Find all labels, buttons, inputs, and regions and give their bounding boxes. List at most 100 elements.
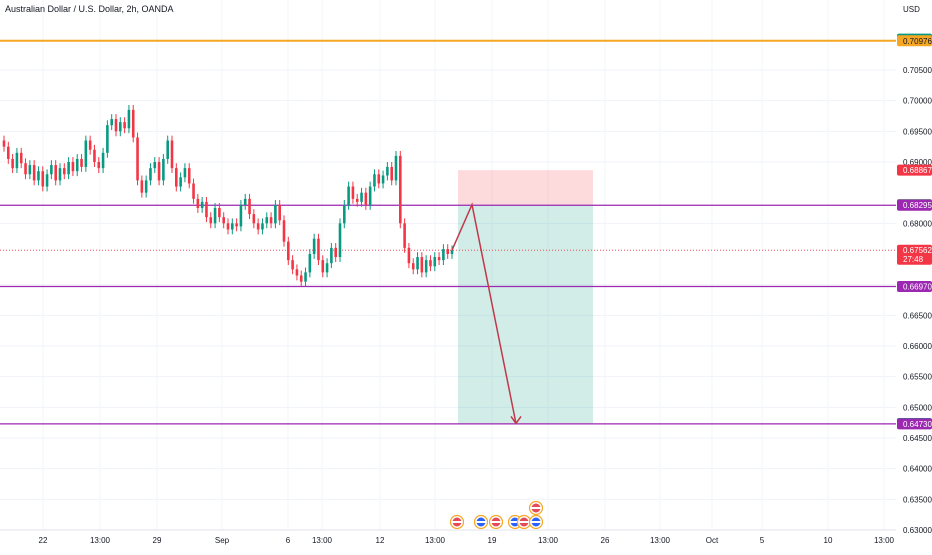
price-badges: 0.710030.709760.688670.683060.682950.675… — [897, 33, 932, 430]
time-tick-label: 13:00 — [425, 536, 446, 545]
economic-event-icon[interactable] — [473, 514, 489, 530]
economic-event-icon[interactable] — [449, 514, 465, 530]
candle-body — [196, 198, 200, 208]
candle-body — [265, 217, 269, 224]
candle-body — [261, 223, 264, 230]
time-tick-label: 13:00 — [874, 536, 895, 545]
stop-loss-zone[interactable] — [458, 170, 593, 205]
time-tick-label: Sep — [215, 536, 230, 545]
economic-event-icon[interactable] — [516, 514, 532, 530]
economic-event-icon[interactable] — [528, 500, 544, 516]
candle-body — [192, 183, 195, 199]
projection-path[interactable] — [451, 202, 517, 424]
candle-body — [226, 223, 230, 230]
candle-body — [101, 152, 105, 169]
take-profit-zone[interactable] — [458, 204, 593, 424]
price-badge-label: 0.67562 — [903, 246, 932, 255]
candle-body — [416, 257, 419, 270]
time-axis-bg — [0, 530, 896, 550]
flag-stripe — [531, 521, 541, 523]
time-axis[interactable]: 22 13:00 29 Sep 6 13:00 12 13:00 19 13:00 26 13:00 O… — [39, 536, 895, 545]
candle-body — [325, 263, 329, 273]
price-badge-label: 0.64730 — [903, 420, 932, 429]
candle-body — [88, 140, 92, 150]
price-badge — [897, 281, 932, 293]
candle-body — [123, 122, 126, 129]
candle-body — [442, 249, 445, 261]
price-axis[interactable]: 0.705000.700000.695000.690000.680000.670… — [903, 66, 932, 535]
flag-stripe — [519, 521, 529, 523]
price-tick-label: 0.69000 — [903, 158, 932, 167]
price-badge — [897, 199, 932, 211]
candle-body — [274, 204, 277, 224]
candle-series — [2, 104, 454, 287]
price-badge — [897, 244, 932, 265]
candle-body — [394, 155, 398, 181]
candle-body — [360, 192, 363, 202]
price-badge — [897, 418, 932, 430]
candle-body — [291, 260, 294, 270]
candle-body — [179, 177, 182, 187]
candle-body — [334, 247, 337, 258]
candle-body — [295, 269, 299, 276]
time-tick-label: 22 — [39, 536, 48, 545]
price-badge-label: 0.70976 — [903, 37, 932, 46]
candle-body — [7, 146, 10, 159]
flag-stripe — [491, 521, 501, 523]
candle-body — [218, 208, 221, 218]
candle-body — [106, 125, 109, 153]
candle-body — [110, 119, 113, 126]
candle-body — [175, 168, 178, 187]
candle-body — [347, 186, 350, 205]
candle-body — [235, 223, 238, 227]
candle-body — [136, 137, 139, 181]
candle-body — [321, 260, 325, 273]
candle-body — [157, 162, 161, 181]
candle-body — [231, 223, 234, 230]
candle-body — [213, 208, 217, 224]
candle-body — [411, 263, 415, 270]
candle-body — [37, 171, 40, 181]
candle-body — [433, 257, 437, 267]
time-tick-label: 29 — [153, 536, 162, 545]
time-tick-label: 13:00 — [312, 536, 333, 545]
candle-body — [239, 204, 243, 227]
candle-body — [368, 186, 372, 205]
chart-title: Australian Dollar / U.S. Dollar, 2h, OAN… — [5, 4, 174, 14]
candle-body — [330, 247, 333, 264]
economic-event-icon[interactable] — [528, 514, 544, 530]
candle-body — [15, 152, 19, 169]
candle-body — [71, 162, 75, 172]
candle-body — [377, 174, 381, 184]
candle-body — [338, 223, 342, 258]
candle-body — [11, 158, 14, 169]
economic-event-icon[interactable] — [488, 514, 504, 530]
position-zones[interactable] — [458, 170, 593, 424]
time-tick-label: 12 — [376, 536, 385, 545]
candle-body — [390, 166, 393, 181]
candle-body — [75, 158, 79, 172]
candle-body — [200, 201, 204, 208]
flag-stripe — [510, 521, 520, 523]
flag-stripe — [452, 521, 462, 523]
candle-body — [50, 165, 53, 175]
projection-arrow[interactable] — [451, 202, 522, 425]
time-tick-label: 13:00 — [90, 536, 111, 545]
event-icons[interactable] — [449, 500, 544, 530]
time-tick-label: Oct — [706, 536, 719, 545]
flag-stripe — [531, 507, 541, 509]
candle-body — [381, 175, 385, 184]
candle-body — [222, 217, 225, 224]
candle-body — [119, 122, 122, 132]
candle-body — [243, 198, 247, 205]
candle-body — [54, 165, 57, 181]
candle-body — [80, 158, 83, 167]
time-tick-label: 10 — [824, 536, 833, 545]
candle-body — [114, 119, 118, 132]
candle-body — [424, 260, 428, 273]
candle-body — [304, 272, 307, 282]
candle-body — [187, 168, 191, 184]
candle-body — [317, 238, 320, 261]
